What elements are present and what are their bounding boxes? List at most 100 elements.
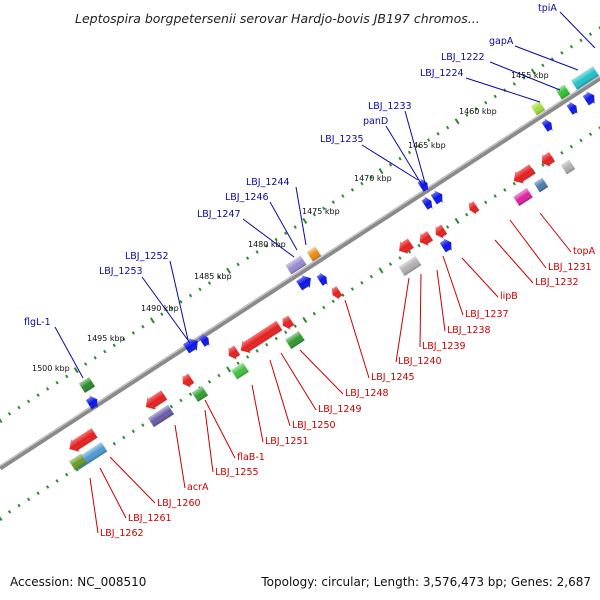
gene-label-LBJ_1249[interactable]: LBJ_1249 [318,404,362,415]
leader-line-minus [299,349,344,395]
gene-LBJ_1252[interactable] [182,335,202,355]
gene-LBJ_1244[interactable] [306,246,322,262]
gene-LBJ_1256[interactable] [191,386,209,402]
gene-label-LBJ_1247[interactable]: LBJ_1247 [197,209,241,220]
gene-LBJ_1240[interactable] [395,237,415,257]
gene-lipB[interactable] [398,255,422,277]
tick-label: 1495 kbp [87,334,125,343]
gene-LBJ_1260[interactable] [65,427,98,456]
gene-label-LBJ_1235[interactable]: LBJ_1235 [320,134,364,145]
tick-label: 1475 kbp [302,207,340,216]
gene-shading [419,231,434,246]
gene-label-flgL-1[interactable]: flgL-1 [24,317,51,328]
gene-LBJ_1248[interactable] [316,271,331,288]
gene-LBJ_1249[interactable] [237,319,284,357]
gene-label-LBJ_1222[interactable]: LBJ_1222 [441,52,485,63]
gene-flgL-1[interactable] [78,377,96,393]
gene-label-acrA[interactable]: acrA [187,482,209,493]
leader-line-plus [54,326,84,379]
tick-mark [188,392,193,397]
gene-LBJ_1231[interactable] [510,163,537,188]
tick-mark [302,217,308,224]
gene-LBJ_1230[interactable] [533,177,549,193]
gene-label-LBJ_1248[interactable]: LBJ_1248 [345,388,389,399]
leader-line-minus [89,477,99,534]
gene-shading [147,404,175,428]
gene-LBJ_1245[interactable] [329,285,344,302]
gene-label-LBJ_1260[interactable]: LBJ_1260 [157,498,201,509]
gene-shading [282,315,295,330]
gene-LBJ_1247[interactable] [295,272,315,292]
gene-LBJ_1251[interactable] [285,331,305,349]
gene-label-LBJ_1253[interactable]: LBJ_1253 [99,266,143,277]
gene-label-LBJ_1232[interactable]: LBJ_1232 [535,277,579,288]
gene-label-LBJ_1238[interactable]: LBJ_1238 [447,325,491,336]
gene-shading [85,395,98,410]
gene-label-LBJ_1250[interactable]: LBJ_1250 [292,420,336,431]
tick-label: 1500 kbp [32,364,70,373]
gene-flgL-1b[interactable] [85,393,102,411]
gene-panD[interactable] [430,188,447,206]
gene-label-tpiA[interactable]: tpiA [538,3,557,14]
gene-label-LBJ_1261[interactable]: LBJ_1261 [128,513,172,524]
gene-LBJ_1229[interactable] [466,200,481,217]
gene-LBJ_1224[interactable] [530,100,546,116]
gene-shading [513,164,536,184]
tick-mark [398,156,402,161]
map-title: Leptospira borgpetersenii serovar Hardjo… [75,11,480,26]
gene-LBJ_1253[interactable] [198,332,213,349]
gene-label-LBJ_1240[interactable]: LBJ_1240 [398,356,442,367]
gene-label-LBJ_1233[interactable]: LBJ_1233 [368,101,412,112]
gene-topA-b[interactable] [513,188,533,206]
gene-label-LBJ_1251[interactable]: LBJ_1251 [265,436,309,447]
gene-tpiA[interactable] [571,66,599,90]
gene-label-LBJ_1255[interactable]: LBJ_1255 [215,467,259,478]
gene-label-LBJ_1246[interactable]: LBJ_1246 [225,192,269,203]
gene-gapA[interactable] [555,84,571,100]
gene-LBJ_1238[interactable] [432,223,449,241]
gene-label-LBJ_1262[interactable]: LBJ_1262 [100,528,144,539]
gene-label-LBJ_1245[interactable]: LBJ_1245 [371,372,415,383]
gene-LBJ_1226[interactable] [541,117,556,134]
gene-shading [69,428,98,452]
gene-label-flaB-1[interactable]: flaB-1 [237,452,265,463]
gene-shading [571,66,599,90]
gene-flaB-1[interactable] [231,362,249,380]
gene-LBJ_1239[interactable] [416,229,434,248]
tick-mark [530,68,536,75]
gene-LBJ_1232[interactable] [538,150,556,169]
gene-shading [533,177,549,193]
gene-LBJ_1262[interactable] [69,453,87,471]
gene-LBJ_1246[interactable] [285,255,307,275]
gene-LBJ_1255[interactable] [179,372,196,390]
gene-label-LBJ_1224[interactable]: LBJ_1224 [420,68,464,79]
label-leaders [54,11,596,534]
gene-label-LBJ_1239[interactable]: LBJ_1239 [422,341,466,352]
gene-label-topA[interactable]: topA [573,246,596,257]
gene-label-LBJ_1252[interactable]: LBJ_1252 [125,251,169,262]
gene-LBJ_1235[interactable] [421,195,436,212]
gene-label-LBJ_1237[interactable]: LBJ_1237 [465,309,509,320]
gene-acrA[interactable] [142,389,169,414]
gene-label-panD[interactable]: panD [363,116,388,127]
gene-shading [182,373,195,388]
gene-topA[interactable] [560,159,576,175]
tick-mark [322,206,326,211]
gene-shading [296,275,311,291]
gene-label-lipB[interactable]: lipB [500,291,518,302]
gene-LBJ_1222[interactable] [582,89,599,107]
gene-label-LBJ_1231[interactable]: LBJ_1231 [548,262,592,273]
gene-LBJ_1258[interactable] [147,404,175,428]
tick-mark [93,355,97,360]
gene-LBJ_1227[interactable] [566,100,581,117]
gene-label-LBJ_1244[interactable]: LBJ_1244 [246,177,290,188]
gene-label-gapA[interactable]: gapA [489,36,514,47]
tick-mark [274,237,278,242]
gene-LBJ_1250[interactable] [279,314,296,332]
leader-line-minus [539,212,572,253]
gene-LBJ_1251b[interactable] [225,344,242,362]
tick-track-outer [0,26,600,424]
gene-shading [530,100,546,116]
tick-mark [465,212,469,217]
gene-LBJ_1237[interactable] [439,236,456,254]
